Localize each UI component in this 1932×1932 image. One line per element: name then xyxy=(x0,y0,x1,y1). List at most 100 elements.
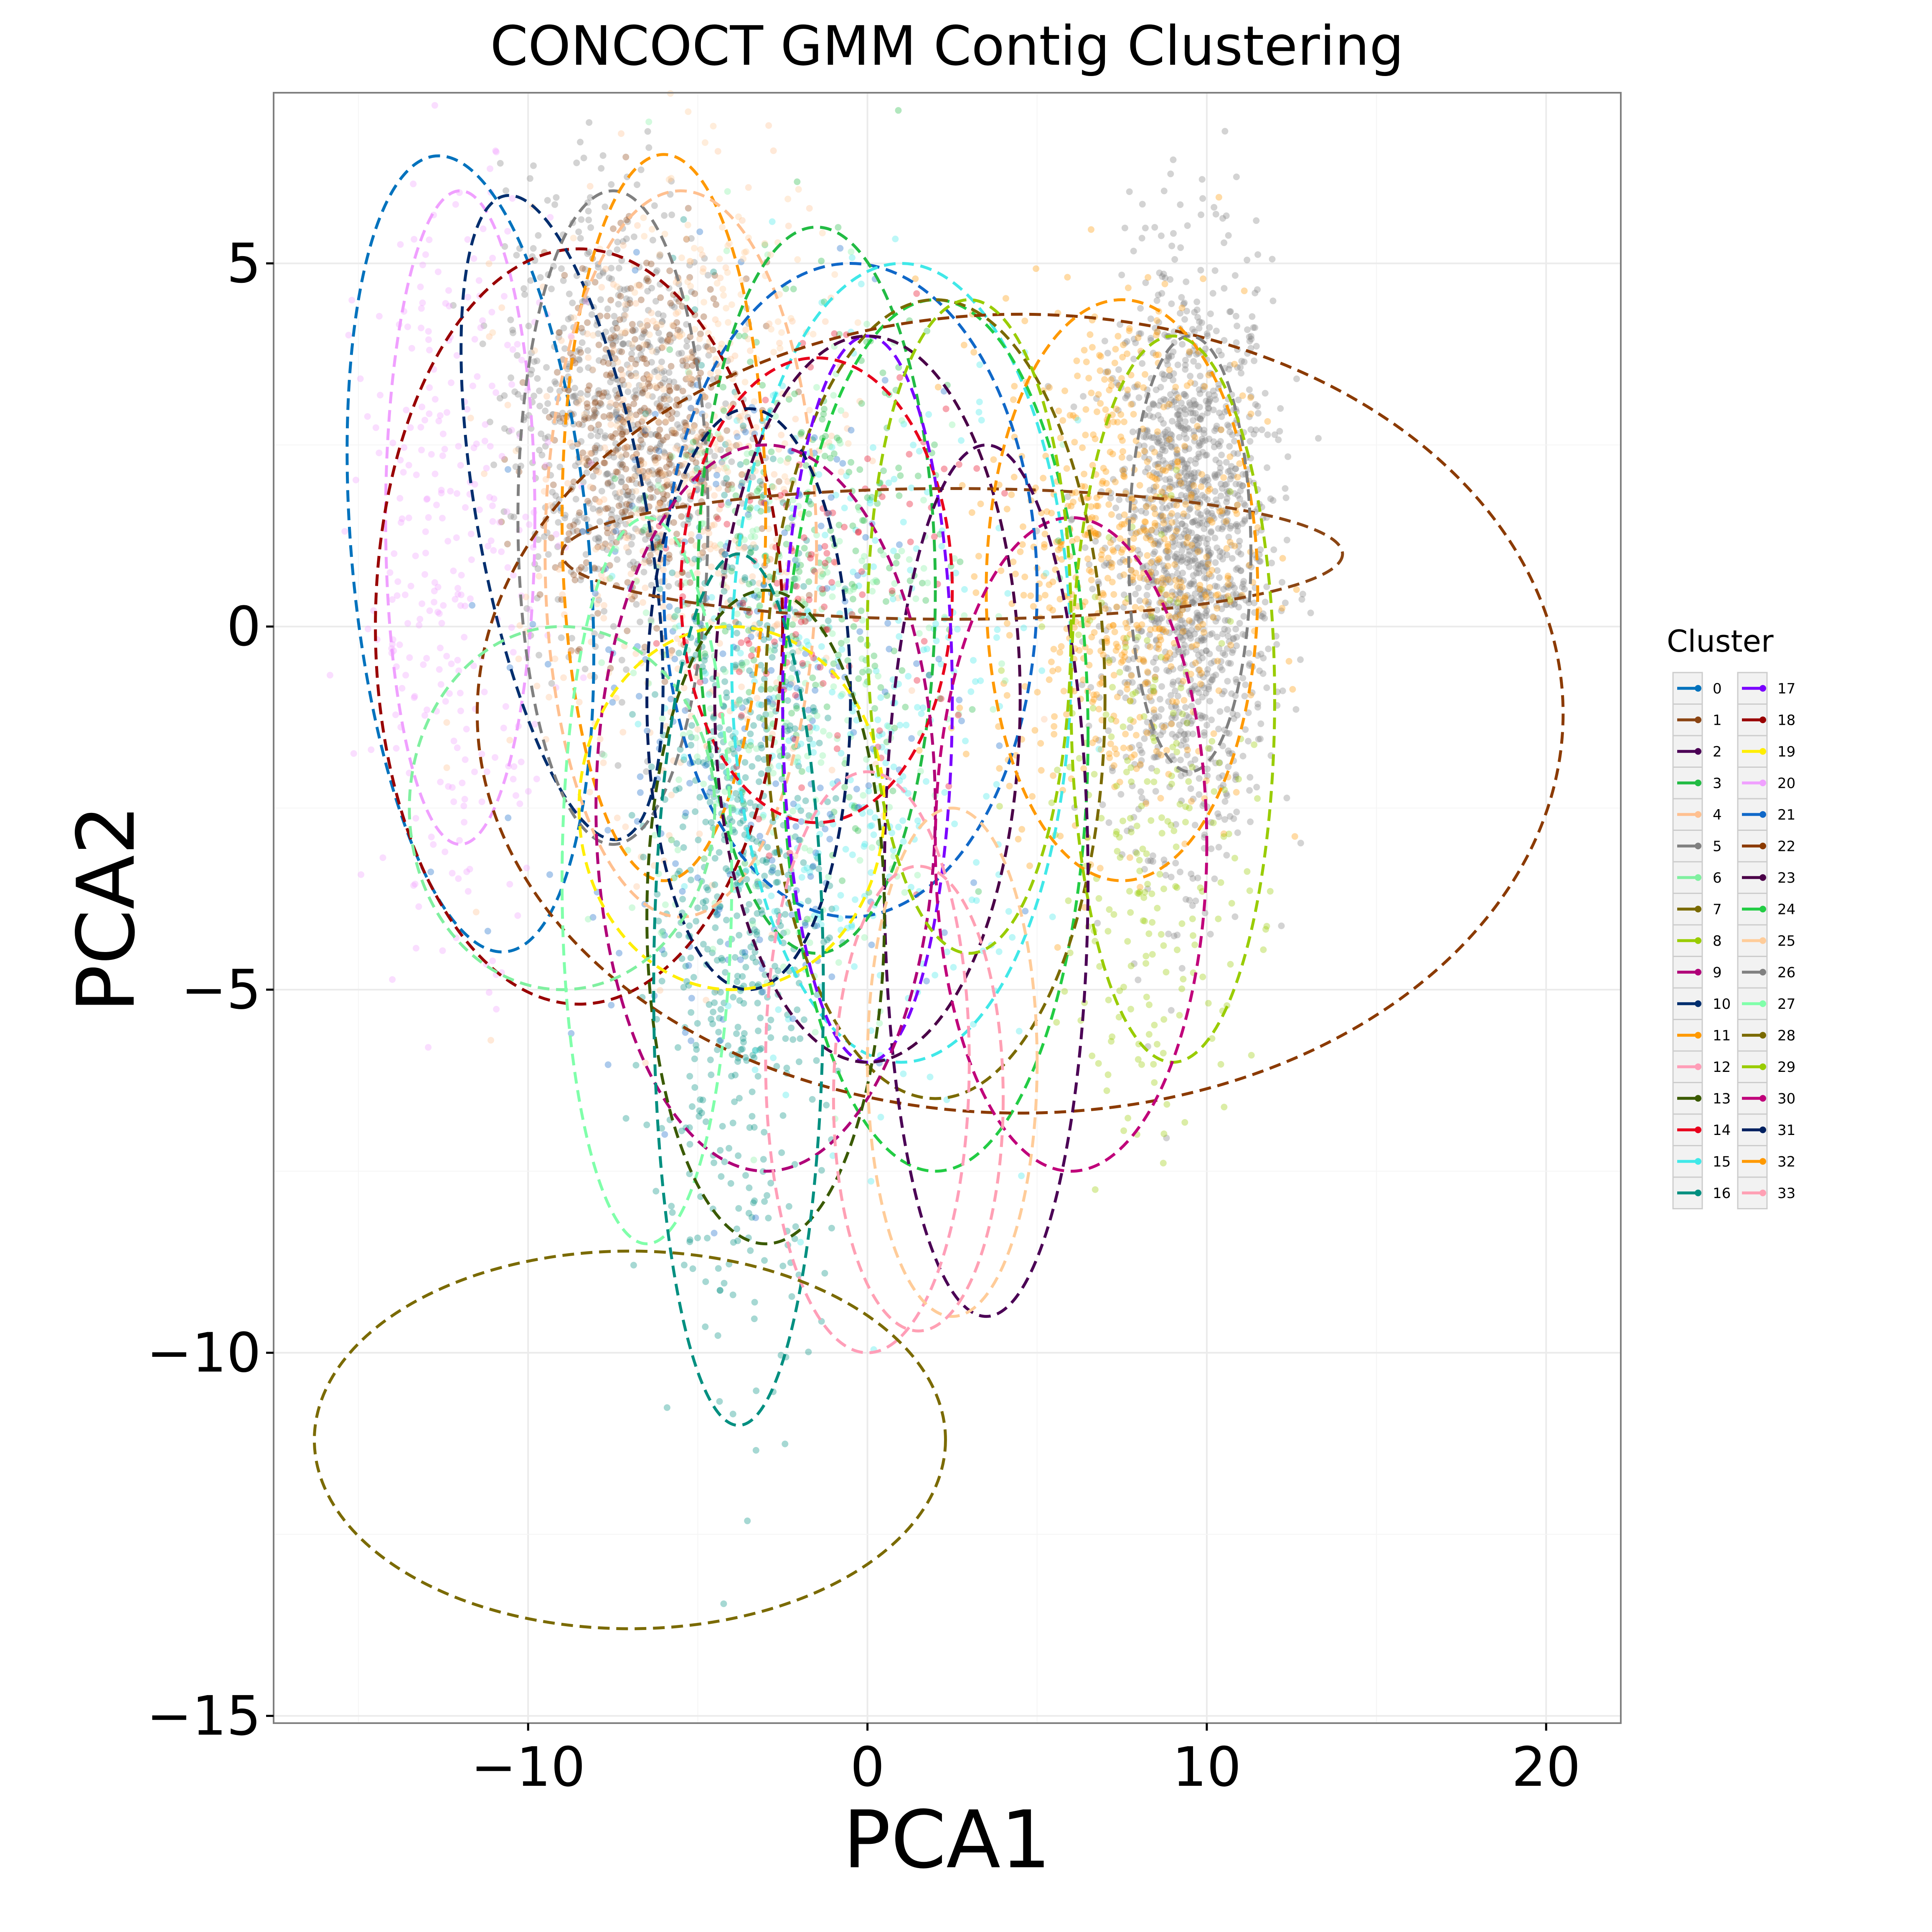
contig-point xyxy=(803,638,810,645)
contig-point xyxy=(1155,541,1162,548)
contig-point xyxy=(1160,188,1168,195)
contig-point xyxy=(683,363,691,370)
contig-point xyxy=(488,382,495,389)
contig-point xyxy=(1196,318,1203,325)
contig-point xyxy=(761,1129,768,1136)
contig-point xyxy=(482,421,489,428)
contig-point xyxy=(1236,538,1243,545)
contig-point xyxy=(1191,428,1198,435)
contig-point xyxy=(1193,564,1200,571)
contig-point xyxy=(972,678,979,685)
contig-point xyxy=(710,1008,717,1016)
contig-point xyxy=(666,346,673,353)
contig-point xyxy=(1121,465,1128,472)
contig-point xyxy=(1232,692,1239,699)
contig-point xyxy=(1195,651,1202,658)
contig-point xyxy=(1162,467,1169,474)
contig-point xyxy=(1129,517,1136,524)
contig-point xyxy=(1147,335,1154,342)
contig-point xyxy=(711,1159,717,1166)
contig-point xyxy=(1254,701,1262,708)
contig-point xyxy=(1149,558,1156,565)
contig-point xyxy=(1203,474,1211,481)
contig-point xyxy=(1030,603,1037,610)
contig-point xyxy=(1194,585,1201,592)
contig-point xyxy=(1278,607,1285,614)
contig-point xyxy=(445,287,452,294)
contig-point xyxy=(485,989,493,996)
contig-point xyxy=(1156,513,1163,520)
contig-point xyxy=(990,456,997,463)
contig-point xyxy=(1122,488,1130,495)
contig-point xyxy=(1205,552,1212,559)
contig-point xyxy=(1180,553,1187,560)
contig-point xyxy=(657,251,664,259)
contig-point xyxy=(1188,529,1195,536)
contig-point xyxy=(995,723,1002,730)
contig-point xyxy=(1189,326,1196,333)
contig-point xyxy=(1224,572,1231,579)
contig-point xyxy=(871,705,878,712)
contig-point xyxy=(1084,620,1091,627)
contig-point xyxy=(1131,498,1138,505)
contig-point xyxy=(693,918,700,925)
contig-point xyxy=(1130,411,1137,418)
contig-point xyxy=(603,471,610,478)
contig-point xyxy=(1134,529,1141,536)
contig-point xyxy=(1167,431,1174,438)
contig-point xyxy=(1179,625,1186,632)
contig-point xyxy=(1150,689,1158,696)
contig-point xyxy=(1124,624,1131,631)
contig-point xyxy=(874,716,881,724)
contig-point xyxy=(1150,434,1157,441)
contig-point xyxy=(1231,361,1238,368)
contig-point xyxy=(1041,541,1048,548)
contig-point xyxy=(634,222,641,229)
contig-point xyxy=(616,489,623,496)
contig-point xyxy=(425,328,432,335)
contig-point xyxy=(1178,456,1185,463)
contig-point xyxy=(1046,604,1053,611)
contig-point xyxy=(695,836,702,843)
contig-point xyxy=(574,518,581,526)
contig-point xyxy=(1130,545,1137,552)
contig-point xyxy=(1198,613,1205,620)
contig-point xyxy=(1051,723,1058,730)
contig-point xyxy=(396,495,404,502)
contig-point xyxy=(1189,519,1196,526)
contig-point xyxy=(1099,478,1106,485)
contig-point xyxy=(688,741,695,749)
contig-point xyxy=(1216,774,1223,781)
contig-point xyxy=(1109,560,1116,567)
contig-point xyxy=(576,698,583,706)
contig-point xyxy=(1116,779,1123,786)
contig-point xyxy=(1097,400,1104,407)
contig-point xyxy=(1149,852,1156,859)
contig-point xyxy=(1250,324,1257,331)
contig-point xyxy=(618,130,625,137)
contig-point xyxy=(1246,660,1253,667)
contig-point xyxy=(1090,691,1097,698)
contig-point xyxy=(623,666,630,673)
contig-point xyxy=(585,354,592,361)
contig-point xyxy=(1204,332,1211,339)
contig-point xyxy=(594,432,602,439)
contig-point xyxy=(1237,567,1244,574)
contig-point xyxy=(612,475,618,482)
contig-point xyxy=(1241,358,1248,366)
contig-point xyxy=(613,325,620,332)
contig-point xyxy=(1132,604,1139,611)
contig-point xyxy=(657,396,664,402)
contig-point xyxy=(534,375,541,382)
contig-point xyxy=(1145,456,1153,463)
contig-point xyxy=(1132,506,1139,513)
contig-point xyxy=(1079,444,1086,451)
contig-point xyxy=(841,784,848,791)
contig-point xyxy=(668,302,675,309)
contig-point xyxy=(1160,856,1168,863)
contig-point xyxy=(851,963,858,970)
contig-point xyxy=(587,432,594,439)
contig-point xyxy=(1162,657,1169,664)
contig-point xyxy=(614,444,622,452)
contig-point xyxy=(1133,765,1140,772)
